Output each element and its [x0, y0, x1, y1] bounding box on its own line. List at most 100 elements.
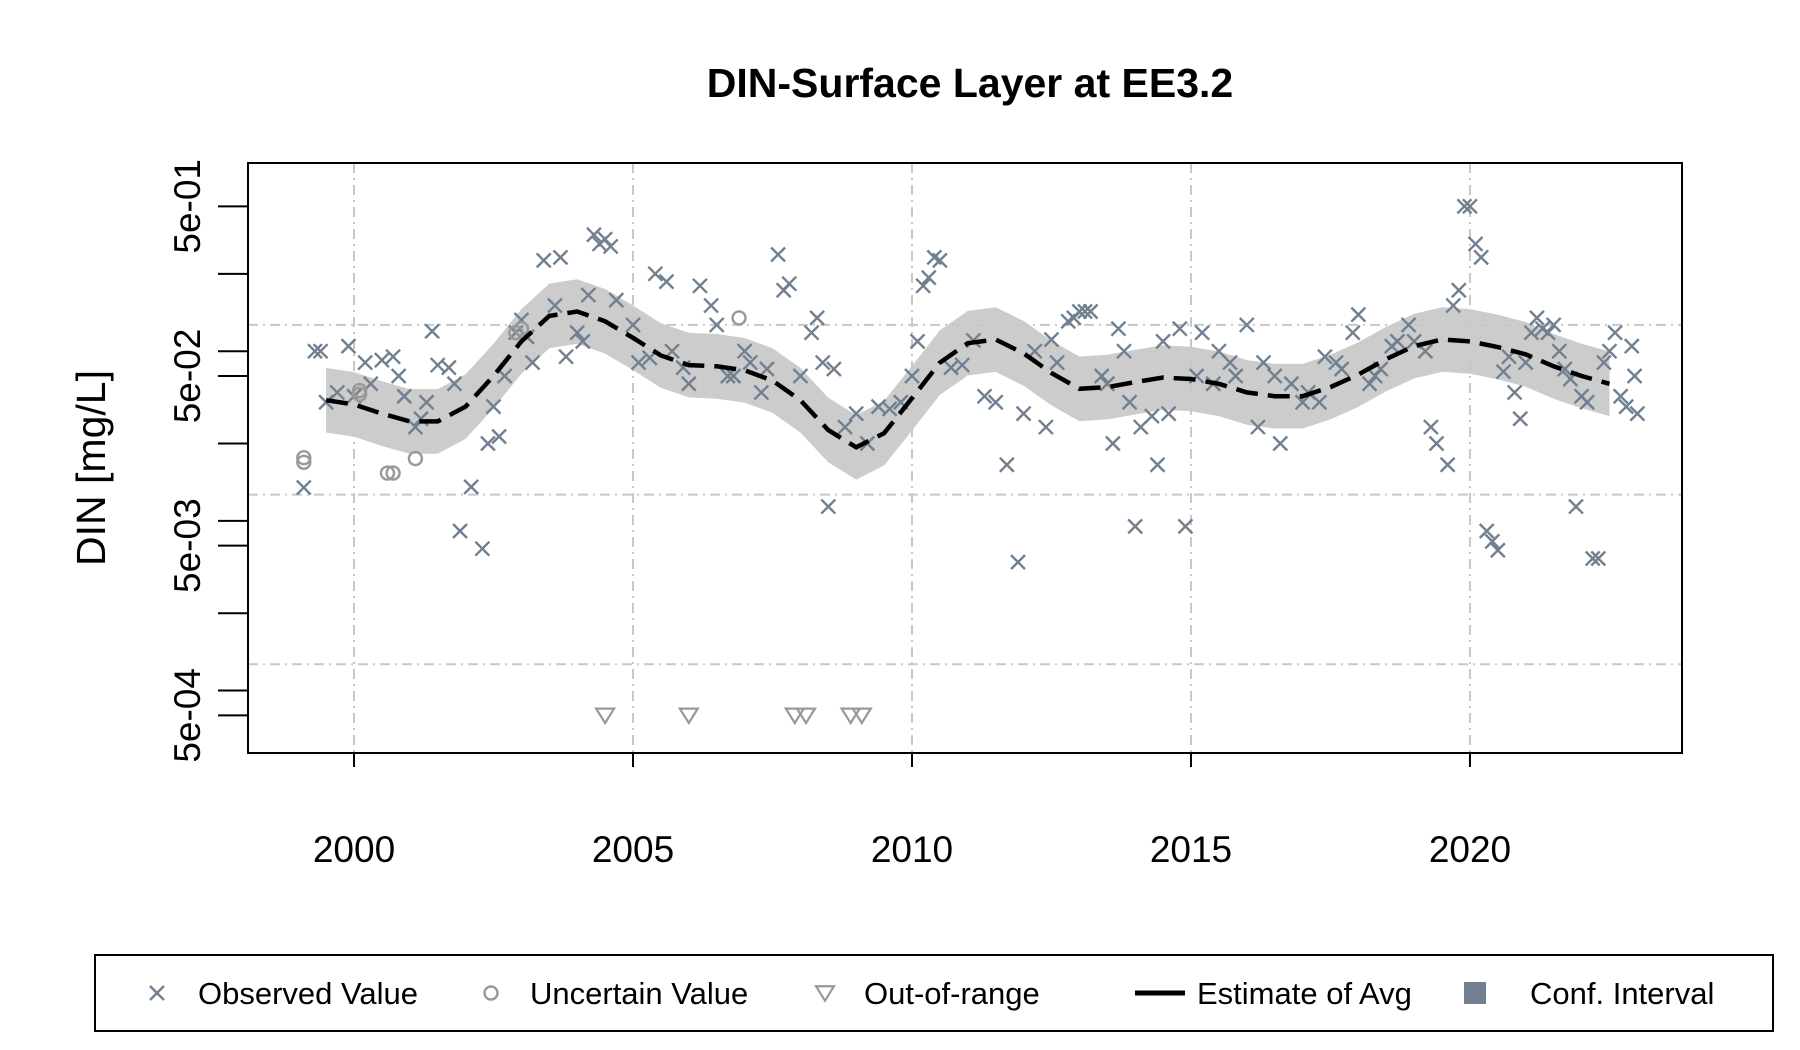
observed-point — [396, 388, 413, 405]
uncertain-point — [513, 320, 530, 337]
observed-point — [680, 375, 697, 392]
observed-point — [340, 338, 357, 354]
observed-point — [1428, 435, 1445, 452]
observed-point — [1556, 361, 1573, 377]
observed-point — [374, 352, 390, 368]
observed-point — [1093, 368, 1110, 384]
legend-item: Estimate of Avg — [1135, 976, 1412, 1011]
observed-point — [1344, 324, 1361, 341]
observed-point — [1194, 324, 1210, 341]
observed-point — [441, 359, 457, 376]
observed-point — [1607, 324, 1623, 341]
uncertain-point — [379, 465, 396, 481]
observed-point — [1077, 303, 1093, 320]
observed-point — [1545, 317, 1562, 333]
observed-point — [1467, 236, 1484, 252]
out-of-range-point — [677, 707, 700, 726]
observed-point — [1272, 435, 1289, 452]
observed-point — [742, 354, 759, 371]
observed-point — [1227, 368, 1244, 384]
observed-point — [1478, 523, 1495, 539]
observed-point — [1512, 410, 1529, 427]
observed-point — [1473, 249, 1489, 266]
observed-point — [1294, 394, 1311, 411]
observed-point — [1116, 343, 1132, 360]
observed-point — [826, 361, 842, 377]
observed-point — [1612, 388, 1629, 405]
points-layer — [295, 198, 1646, 726]
legend-label: Conf. Interval — [1530, 976, 1714, 1011]
uncertain-point — [296, 454, 312, 471]
observed-point — [1495, 363, 1512, 380]
observed-point — [759, 361, 775, 377]
observed-point — [976, 388, 993, 405]
observed-point — [446, 375, 463, 392]
observed-point — [1439, 456, 1456, 473]
observed-point — [1144, 408, 1160, 424]
observed-point — [809, 310, 825, 326]
observed-point — [1038, 419, 1054, 435]
observed-point — [524, 354, 541, 371]
observed-point — [920, 269, 937, 286]
observed-point — [1584, 550, 1601, 567]
grid-layer — [248, 163, 1682, 753]
observed-point — [1389, 333, 1406, 350]
observed-point — [1266, 368, 1283, 384]
out-of-range-point — [850, 707, 873, 726]
observed-point — [1456, 198, 1473, 215]
y-axis-label: DIN [mg/L] — [68, 370, 114, 566]
observed-point — [608, 292, 625, 308]
observed-point — [1350, 306, 1367, 323]
observed-point — [574, 333, 591, 350]
legend-label: Observed Value — [198, 976, 418, 1011]
chart-title: DIN-Surface Layer at EE3.2 — [707, 60, 1233, 106]
uncertain-point — [407, 450, 424, 467]
observed-point — [1590, 550, 1607, 567]
legend-box — [94, 954, 1774, 1032]
observed-point — [1171, 320, 1188, 337]
observed-point — [1540, 324, 1556, 341]
observed-point — [1333, 361, 1350, 377]
observed-point — [904, 368, 920, 384]
observed-point — [385, 348, 401, 365]
observed-point — [307, 343, 323, 360]
observed-point — [357, 354, 374, 371]
observed-point — [720, 368, 736, 384]
observed-point — [915, 277, 932, 294]
observed-point — [932, 252, 948, 269]
observed-point — [820, 498, 837, 515]
observed-point — [1484, 533, 1501, 550]
legend-item: Uncertain Value — [483, 976, 748, 1011]
observed-point — [1160, 405, 1177, 422]
out-of-range-point — [839, 707, 862, 726]
observed-point — [1317, 348, 1333, 365]
observed-point — [848, 405, 865, 422]
observed-point — [630, 354, 647, 371]
observed-point — [1623, 338, 1640, 354]
observed-point — [1450, 282, 1467, 299]
observed-point — [547, 297, 563, 314]
observed-point — [1049, 354, 1065, 371]
y-tick-label: 5e-04 — [167, 668, 208, 763]
observed-point — [586, 226, 602, 243]
out-of-range-point — [783, 707, 806, 726]
legend-label: Uncertain Value — [530, 976, 748, 1011]
legend-item: Out-of-range — [814, 976, 1040, 1011]
observed-point — [1568, 498, 1584, 515]
observed-point — [1010, 554, 1026, 570]
observed-point — [909, 333, 926, 350]
observed-point — [452, 523, 468, 539]
observed-point — [295, 479, 312, 496]
observed-point — [1110, 320, 1127, 337]
observed-point — [1529, 310, 1545, 326]
axes-layer: 2000 2005 2010 2015 2020 5e-04 5e-03 5e-02 5e-01 — [167, 159, 1683, 870]
observed-point — [1423, 419, 1439, 435]
observed-point — [1121, 394, 1138, 411]
observed-point — [1127, 518, 1144, 535]
observed-legend-icon — [149, 985, 165, 1001]
observed-point — [418, 394, 435, 411]
observed-point — [535, 252, 552, 269]
observed-point — [1400, 317, 1417, 333]
observed-point — [770, 246, 786, 263]
